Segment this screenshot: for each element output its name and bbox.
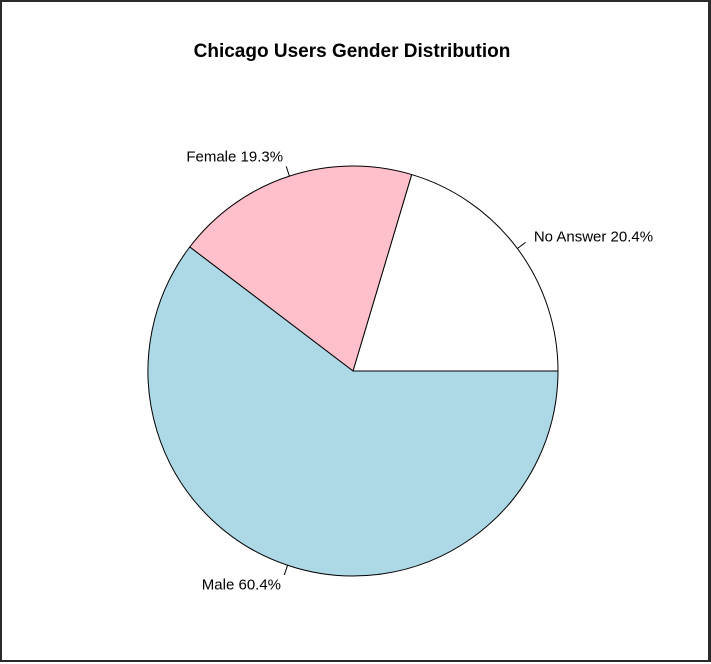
- pie-label-male: Male 60.4%: [202, 577, 281, 594]
- pie-label-no-answer: No Answer 20.4%: [534, 228, 653, 245]
- pie-label-tick: [517, 242, 526, 249]
- pie-slices: [147, 165, 559, 577]
- pie-slice-male: [147, 246, 559, 577]
- pie-slice-no-answer: [352, 173, 559, 372]
- pie-labels: No Answer 20.4% Female 19.3% Male 60.4%: [186, 149, 653, 594]
- pie-label-tick: [285, 166, 290, 177]
- pie-label-female: Female 19.3%: [186, 149, 283, 166]
- chart-title: Chicago Users Gender Distribution: [194, 41, 511, 62]
- pie-label-tick: [283, 565, 289, 576]
- pie-slice-female: [189, 165, 413, 372]
